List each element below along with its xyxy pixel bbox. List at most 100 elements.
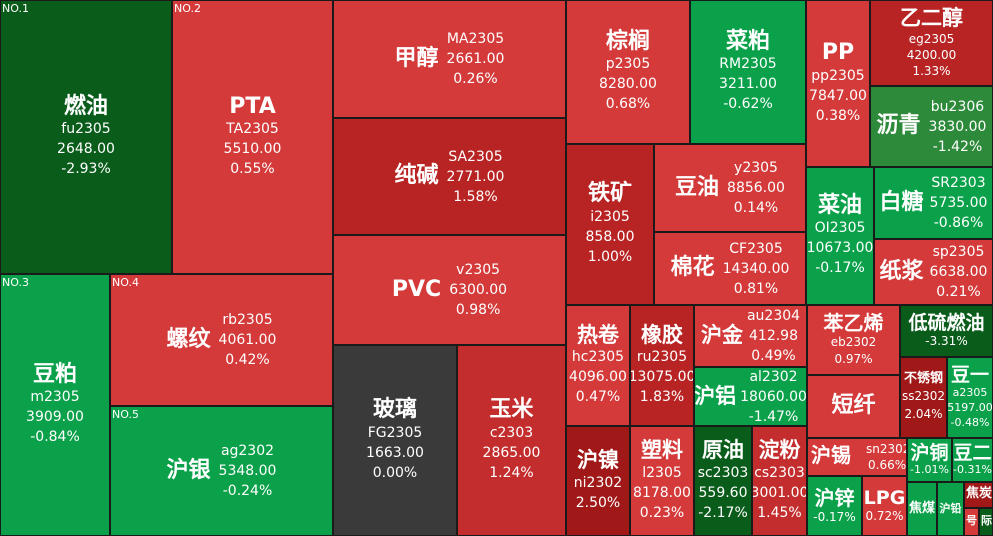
tile-price: 3909.00 (26, 409, 84, 426)
tile-palm-oil[interactable]: 棕榈 p2305 8280.00 0.68% (566, 0, 690, 144)
tile-name: 乙二醇 (900, 6, 963, 31)
tile-asphalt[interactable]: 沥青 bu2306 3830.00 -1.42% (870, 86, 993, 167)
tile-name: 沪镍 (577, 448, 619, 473)
tile-sugar[interactable]: 白糖 SR2303 5735.00 -0.86% (874, 167, 993, 239)
tile-change: 0.00% (372, 464, 418, 481)
tile-cotton[interactable]: 棉花 CF2305 14340.00 0.81% (654, 232, 806, 305)
tile-code: ni2302 (573, 474, 623, 491)
tile-methanol[interactable]: 甲醇 MA2305 2661.00 0.26% (333, 0, 566, 118)
tile-name: 豆油 (675, 174, 720, 200)
tile-name: 菜粕 (725, 28, 770, 54)
tile-code: sn2302 (866, 442, 907, 456)
tile-change: 0.97% (834, 352, 873, 366)
tile-small-2[interactable]: 际 (979, 508, 993, 536)
tile-rebar[interactable]: NO.4 螺纹 rb2305 4061.00 0.42% (110, 274, 333, 406)
tile-price: 6300.00 (449, 282, 508, 298)
tile-glass[interactable]: 玻璃 FG2305 1663.00 0.00% (333, 345, 457, 536)
tile-soda-ash[interactable]: 纯碱 SA2305 2771.00 1.58% (333, 118, 566, 235)
tile-iron-ore[interactable]: 铁矿 i2305 858.00 1.00% (566, 144, 654, 305)
tile-name: 螺纹 (166, 326, 211, 352)
tile-code: ru2305 (636, 349, 688, 366)
tile-price: 13075.00 (630, 369, 694, 386)
tile-pvc[interactable]: PVC v2305 6300.00 0.98% (333, 235, 566, 345)
tile-code: eg2305 (908, 31, 955, 46)
tile-name: 棕榈 (605, 28, 650, 54)
tile-code: v2305 (456, 262, 501, 278)
tile-code: rb2305 (222, 312, 273, 328)
tile-soybean-meal[interactable]: NO.3 豆粕 m2305 3909.00 -0.84% (0, 274, 110, 536)
tile-price: 3001.00 (752, 484, 807, 501)
tile-price: 4200.00 (906, 47, 957, 62)
tile-change: 1.33% (912, 63, 951, 78)
tile-soybean-no2[interactable]: 豆二 -0.31% (952, 438, 993, 482)
tile-name: 热卷 (577, 322, 619, 347)
tile-price: 7847.00 (809, 87, 867, 104)
tile-coking-coal[interactable]: 焦煤 (907, 482, 937, 536)
tile-soybean-no1[interactable]: 豆一 a2305 5197.00 -0.48% (947, 357, 993, 438)
tile-coke[interactable]: 焦炭 (964, 482, 993, 508)
tile-styrene[interactable]: 苯乙烯 eb2302 0.97% (807, 305, 900, 375)
tile-name: 沪银 (166, 457, 211, 483)
tile-stainless-steel[interactable]: 不锈钢 ss2302 2.04% (900, 357, 947, 438)
tile-plastic[interactable]: 塑料 l2305 8178.00 0.23% (630, 426, 694, 536)
tile-name: 棉花 (670, 255, 715, 281)
rank-label: NO.3 (2, 276, 29, 289)
tile-price: 8178.00 (633, 484, 691, 501)
tile-name: 原油 (702, 438, 744, 463)
tile-soybean-oil[interactable]: 豆油 y2305 8856.00 0.14% (654, 144, 806, 232)
tile-name: 焦煤 (908, 500, 935, 516)
tile-name: 沪锌 (814, 486, 855, 510)
tile-name: 沪铅 (939, 501, 962, 515)
tile-lead[interactable]: 沪铅 (937, 482, 964, 536)
tile-silver[interactable]: NO.5 沪银 ag2302 5348.00 -0.24% (110, 406, 333, 536)
tile-name: PVC (391, 276, 442, 302)
tile-code: FG2305 (367, 424, 423, 441)
tile-code: i2305 (590, 208, 630, 225)
tile-code: ss2302 (901, 388, 946, 403)
tile-corn[interactable]: 玉米 c2303 2865.00 1.24% (457, 345, 566, 536)
tile-hot-rolled-coil[interactable]: 热卷 hc2305 4096.00 0.47% (566, 305, 630, 426)
tile-zinc[interactable]: 沪锌 -0.17% (807, 476, 862, 536)
tile-name: 玉米 (489, 397, 534, 423)
tile-code: bu2306 (930, 98, 985, 115)
tile-code: SA2305 (448, 148, 503, 165)
tile-price: 6638.00 (929, 264, 988, 280)
tile-change: 0.98% (455, 302, 501, 318)
tile-change: 1.00% (587, 248, 633, 265)
tile-name: 沪金 (700, 323, 743, 348)
tile-starch[interactable]: 淀粉 cs2303 3001.00 1.45% (752, 426, 807, 536)
tile-lpg[interactable]: LPG 0.72% (862, 476, 907, 536)
tile-change: 0.26% (453, 71, 498, 87)
tile-change: 2.04% (904, 406, 943, 421)
tile-fuel-oil[interactable]: NO.1 燃油 fu2305 2648.00 -2.93% (0, 0, 172, 274)
tile-code: l2305 (642, 464, 682, 481)
tile-name: 铁矿 (587, 181, 632, 207)
tile-name: 短纤 (831, 393, 876, 419)
tile-staple-fiber[interactable]: 短纤 (807, 375, 900, 438)
tile-gold[interactable]: 沪金 au2304 412.98 0.49% (694, 305, 807, 367)
tile-rubber[interactable]: 橡胶 ru2305 13075.00 1.83% (630, 305, 694, 426)
tile-copper[interactable]: 沪铜 -1.01% (907, 438, 952, 482)
tile-name: 沪锡 (811, 443, 851, 467)
tile-low-sulfur-fuel-oil[interactable]: 低硫燃油 -3.31% (900, 305, 993, 357)
tile-change: 0.49% (751, 348, 796, 364)
tile-change: -2.17% (698, 504, 748, 521)
tile-rapeseed-oil[interactable]: 菜油 OI2305 10673.00 -0.17% (806, 167, 874, 305)
tile-small-1[interactable]: 号 (964, 508, 979, 536)
tile-aluminum[interactable]: 沪铝 al2302 18060.00 -1.47% (694, 367, 807, 426)
tile-price: 14340.00 (722, 260, 790, 277)
tile-change: -0.17% (813, 510, 856, 524)
tile-crude-oil[interactable]: 原油 sc2303 559.60 -2.17% (694, 426, 752, 536)
tile-tin[interactable]: 沪锡 sn2302 0.66% (807, 438, 907, 476)
tile-code: RM2305 (719, 56, 777, 73)
tile-pta[interactable]: NO.2 PTA TA2305 5510.00 0.55% (172, 0, 333, 274)
tile-change: 2.50% (575, 494, 621, 511)
tile-price: 3211.00 (719, 76, 777, 93)
tile-nickel[interactable]: 沪镍 ni2302 2.50% (566, 426, 630, 536)
tile-ethylene-glycol[interactable]: 乙二醇 eg2305 4200.00 1.33% (870, 0, 993, 86)
tile-pulp[interactable]: 纸浆 sp2305 6638.00 0.21% (874, 239, 993, 305)
tile-rapeseed-meal[interactable]: 菜粕 RM2305 3211.00 -0.62% (690, 0, 806, 144)
tile-pp[interactable]: PP pp2305 7847.00 0.38% (806, 0, 870, 167)
tile-name: 菜油 (817, 192, 862, 218)
